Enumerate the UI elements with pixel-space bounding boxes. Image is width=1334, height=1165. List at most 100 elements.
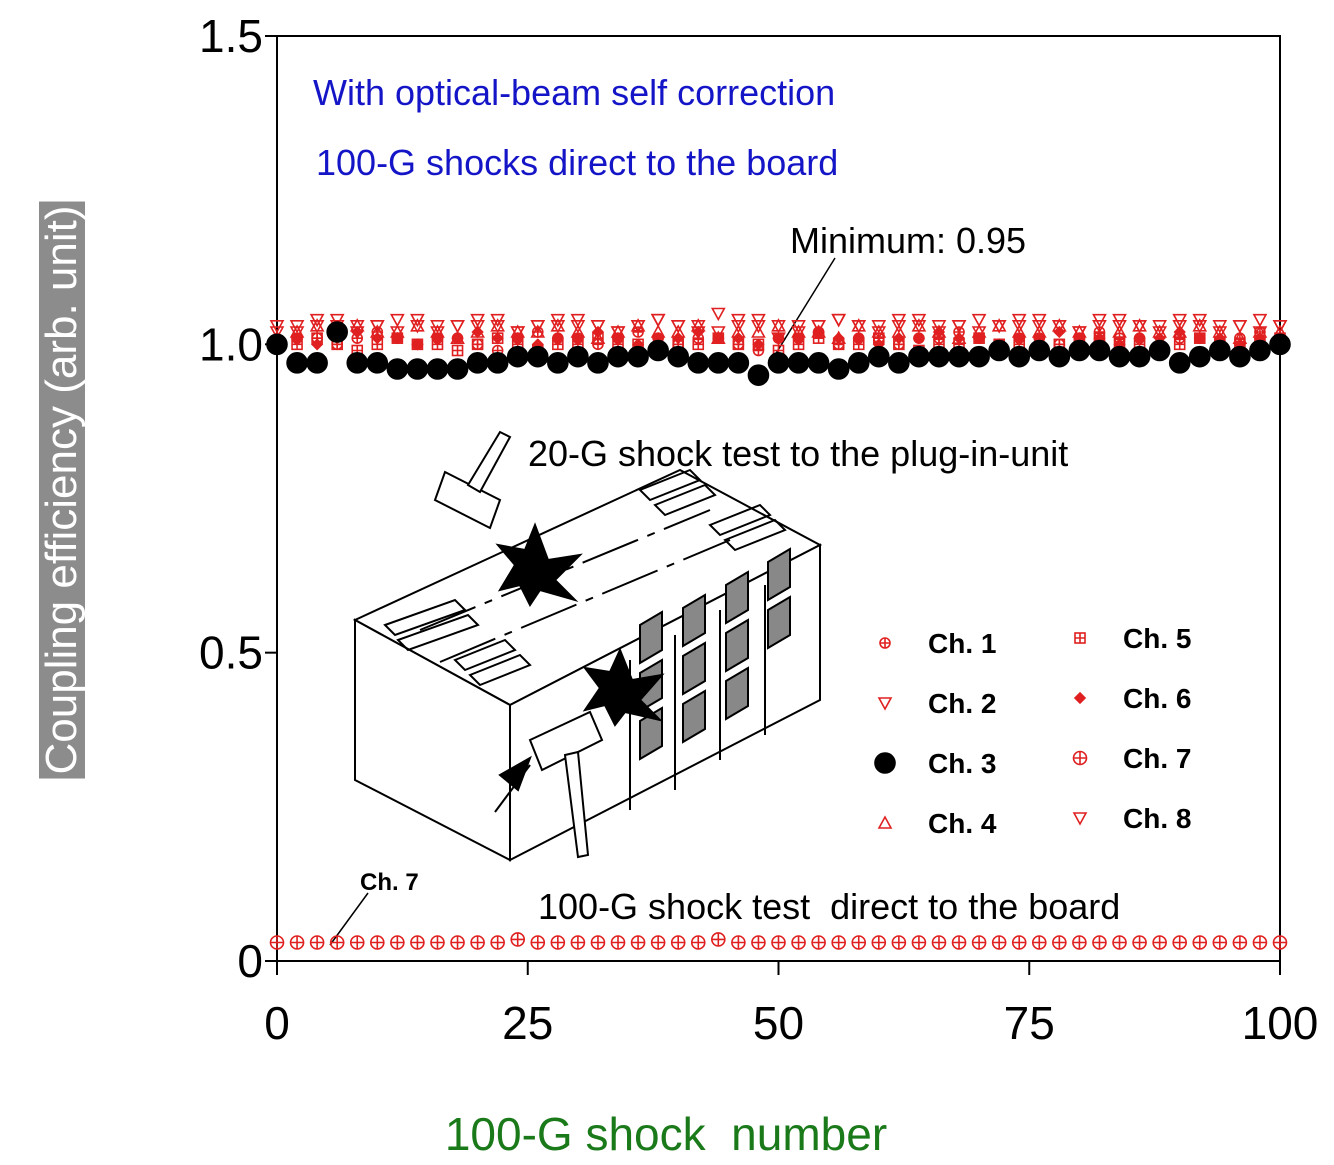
marker-part: [687, 352, 710, 374]
data-point: [871, 935, 887, 950]
data-point: [310, 338, 324, 351]
data-point: [1229, 345, 1251, 368]
data-point: [406, 358, 429, 380]
marker-part: [772, 936, 785, 949]
marker-part: [631, 936, 645, 949]
y-tick-label: 1.0: [199, 318, 263, 370]
data-point: [871, 320, 887, 334]
data-point: [366, 352, 389, 374]
data-point: [510, 932, 526, 947]
data-point: [590, 320, 606, 334]
data-point: [667, 345, 690, 368]
data-point: [430, 320, 445, 334]
data-point: [346, 352, 369, 374]
marker-part: [610, 326, 626, 340]
data-point: [506, 345, 529, 368]
marker-part: [390, 313, 405, 328]
data-point: [1011, 935, 1027, 950]
marker-part: [892, 936, 906, 949]
marker-part: [832, 936, 846, 949]
marker-part: [911, 320, 927, 334]
marker-part: [1152, 320, 1167, 334]
data-point: [329, 935, 345, 950]
marker-part: [867, 345, 890, 368]
data-point: [1133, 332, 1146, 345]
y-axis-label: Coupling efficiency (arb. unit): [37, 201, 86, 779]
data-point: [269, 320, 285, 334]
marker-part: [511, 932, 525, 946]
data-point: [491, 332, 504, 345]
data-point: [847, 352, 870, 374]
data-point: [486, 352, 509, 374]
data-point: [530, 935, 546, 950]
data-point: [831, 935, 846, 950]
data-point: [690, 326, 706, 340]
data-point: [1192, 320, 1208, 334]
marker-part: [672, 332, 685, 345]
marker-part: [470, 313, 485, 328]
marker-part: [370, 936, 384, 949]
data-point: [390, 935, 405, 950]
marker-part: [1011, 320, 1027, 334]
x-tick-label: 25: [502, 997, 553, 1049]
data-point: [727, 352, 750, 374]
legend-label: Ch. 4: [928, 808, 997, 839]
data-point: [751, 320, 766, 334]
data-point: [1192, 935, 1208, 950]
data-point: [888, 352, 910, 374]
annotation: Minimum: 0.95: [790, 220, 1026, 261]
data-point: [1172, 313, 1188, 328]
marker-part: [1108, 345, 1131, 368]
data-point: [426, 358, 449, 380]
marker-part: [530, 320, 546, 334]
marker-part: [791, 326, 806, 340]
data-point: [1028, 339, 1051, 362]
marker-part: [547, 352, 569, 374]
data-point: [690, 935, 706, 950]
data-point: [1031, 935, 1047, 950]
marker-part: [948, 345, 970, 368]
data-point: [791, 326, 806, 340]
legend-marker: [877, 815, 893, 829]
data-point: [470, 935, 485, 950]
data-point: [1188, 345, 1211, 368]
data-point: [470, 313, 485, 328]
data-point: [831, 313, 847, 328]
data-point: [1088, 339, 1111, 362]
marker-part: [847, 352, 870, 374]
data-point: [490, 935, 505, 950]
illustration: [352, 430, 823, 862]
data-point: [309, 320, 325, 334]
data-point: [471, 325, 484, 339]
marker-part: [472, 339, 483, 350]
marker-part: [931, 326, 947, 340]
marker-part: [891, 320, 907, 334]
marker-part: [306, 352, 328, 374]
marker-part: [1174, 339, 1185, 350]
marker-part: [551, 332, 564, 345]
data-point: [650, 935, 666, 950]
data-point: [471, 338, 484, 351]
marker-part: [811, 320, 826, 334]
marker-part: [1212, 326, 1228, 340]
data-point: [1272, 935, 1288, 950]
data-point: [952, 332, 966, 345]
marker-part: [751, 324, 766, 338]
marker-part: [874, 752, 896, 774]
marker-part: [1012, 936, 1026, 949]
marker-part: [1192, 320, 1208, 334]
marker-part: [269, 320, 285, 334]
data-point: [1068, 339, 1091, 362]
data-point: [1152, 935, 1167, 950]
marker-part: [971, 313, 987, 328]
marker-part: [571, 332, 585, 345]
marker-part: [991, 320, 1007, 334]
data-point: [1249, 339, 1271, 362]
data-point: [1132, 935, 1147, 950]
data-point: [851, 320, 867, 334]
marker-part: [1133, 332, 1146, 345]
data-point: [991, 935, 1007, 950]
marker-part: [490, 320, 506, 334]
marker-part: [932, 936, 946, 949]
data-point: [1051, 320, 1067, 334]
